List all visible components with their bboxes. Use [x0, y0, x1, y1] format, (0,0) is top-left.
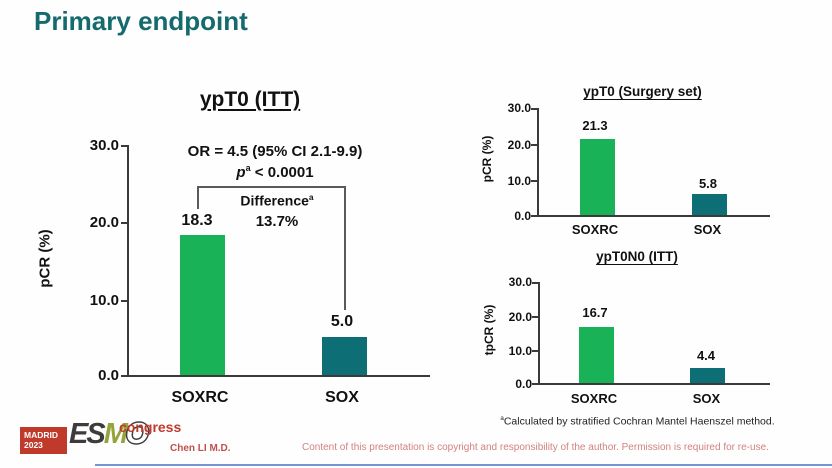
congress-label: congress [119, 419, 182, 435]
y-axis-tick [532, 350, 540, 352]
bracket-right-drop [344, 186, 346, 310]
chart-title-ypt0-surgery: ypT0 (Surgery set) [583, 84, 702, 99]
bar-sox-surgery [692, 194, 727, 215]
category-label-sox-surgery: SOX [693, 222, 722, 237]
p-symbol: p [236, 164, 246, 181]
p-value: pa < 0.0001 [160, 163, 390, 181]
y-tick-label: 0.0 [98, 367, 119, 384]
y-axis-tick [531, 180, 539, 182]
y-tick-label: 30.0 [89, 137, 119, 154]
y-tick-label: 0.0 [515, 377, 532, 391]
plot-area-ypt0-surgery: 30.0 20.0 10.0 0.0 [508, 101, 770, 223]
footnote: aCalculated by stratified Cochran Mantel… [465, 415, 810, 428]
y-tick-label: 30.0 [507, 101, 531, 115]
footnote-superscript: a [500, 415, 504, 422]
difference-label: Differencea [212, 192, 342, 209]
y-axis-tick [531, 215, 539, 217]
plot-area-ypt0n0-itt: 30.0 20.0 10.0 0.0 [509, 275, 770, 391]
y-axis-tick [532, 282, 540, 284]
esmo-letter-o: O [125, 418, 149, 450]
bar-sox-ypt0n0 [690, 368, 725, 383]
value-label-soxrc-surgery: 21.3 [582, 118, 608, 133]
y-axis-tick [531, 144, 539, 146]
value-label-sox-ypt0n0: 4.4 [696, 348, 716, 363]
y-axis-title-itt: pCR (%) [36, 229, 54, 288]
category-label-soxrc-itt: SOXRC [171, 389, 229, 406]
y-tick-label: 10.0 [507, 174, 531, 188]
y-tick-label: 10.0 [508, 344, 532, 358]
y-tick-label: 30.0 [508, 275, 532, 289]
esmo-logo: ESMO [69, 418, 149, 451]
category-label-sox-itt: SOX [325, 389, 359, 406]
esmo-letter-m: M [103, 418, 128, 450]
footnote-text: Calculated by stratified Cochran Mantel … [503, 415, 775, 428]
logo-year: 2023 [24, 439, 43, 450]
y-axis-tick [532, 383, 540, 385]
presenter-name: Chen LI M.D. [170, 443, 231, 454]
slide-title: Primary endpoint [34, 6, 248, 36]
bar-sox-itt [322, 336, 367, 375]
y-axis-tick [532, 316, 540, 318]
difference-superscript: a [308, 192, 314, 202]
bar-soxrc-ypt0n0 [579, 326, 614, 383]
y-tick-label: 20.0 [89, 214, 119, 231]
y-axis-tick [121, 145, 129, 147]
bracket-horizontal-line [197, 186, 346, 188]
p-superscript: a [245, 163, 251, 173]
bar-soxrc-itt [180, 234, 225, 375]
plot-area-ypt0-itt: 30.0 20.0 10.0 0.0 [90, 137, 430, 384]
y-axis-tick [121, 300, 129, 302]
bracket-left-drop [197, 186, 199, 209]
y-axis-tick [531, 108, 539, 110]
esmo-madrid-2023-badge: MADRID 2023 [20, 427, 67, 454]
p-rest: < 0.0001 [250, 164, 314, 181]
y-axis-tick [121, 375, 129, 377]
category-label-sox-ypt0n0: SOX [692, 391, 721, 406]
category-label-soxrc-ypt0n0: SOXRC [570, 391, 618, 406]
value-label-soxrc-itt: 18.3 [181, 212, 213, 229]
bar-soxrc-surgery [580, 139, 615, 215]
value-label-sox-surgery: 5.8 [698, 176, 718, 191]
y-tick-label: 20.0 [508, 310, 532, 324]
esmo-letter-s: S [86, 418, 105, 450]
category-label-soxrc-surgery: SOXRC [571, 222, 619, 237]
y-tick-label: 10.0 [89, 292, 119, 309]
difference-value: 13.7% [255, 213, 299, 230]
chart-title-ypt0-itt: ypT0 (ITT) [199, 88, 301, 111]
y-axis-tick [121, 222, 129, 224]
copyright-notice: Content of this presentation is copyrigh… [302, 442, 769, 453]
y-axis-title-surgery: pCR (%) [480, 135, 494, 183]
logo-location: MADRID [24, 429, 58, 440]
value-label-soxrc-ypt0n0: 16.7 [582, 305, 608, 320]
or-statistic: OR = 4.5 (95% CI 2.1-9.9) [187, 143, 363, 160]
y-tick-label: 20.0 [507, 138, 531, 152]
value-label-sox-itt: 5.0 [330, 313, 354, 330]
chart-title-ypt0n0-itt: ypT0N0 (ITT) [596, 249, 678, 264]
esmo-letter-e: E [69, 418, 88, 450]
bottom-divider-line [95, 464, 832, 466]
difference-word: Difference [240, 192, 309, 209]
y-tick-label: 0.0 [514, 209, 531, 223]
